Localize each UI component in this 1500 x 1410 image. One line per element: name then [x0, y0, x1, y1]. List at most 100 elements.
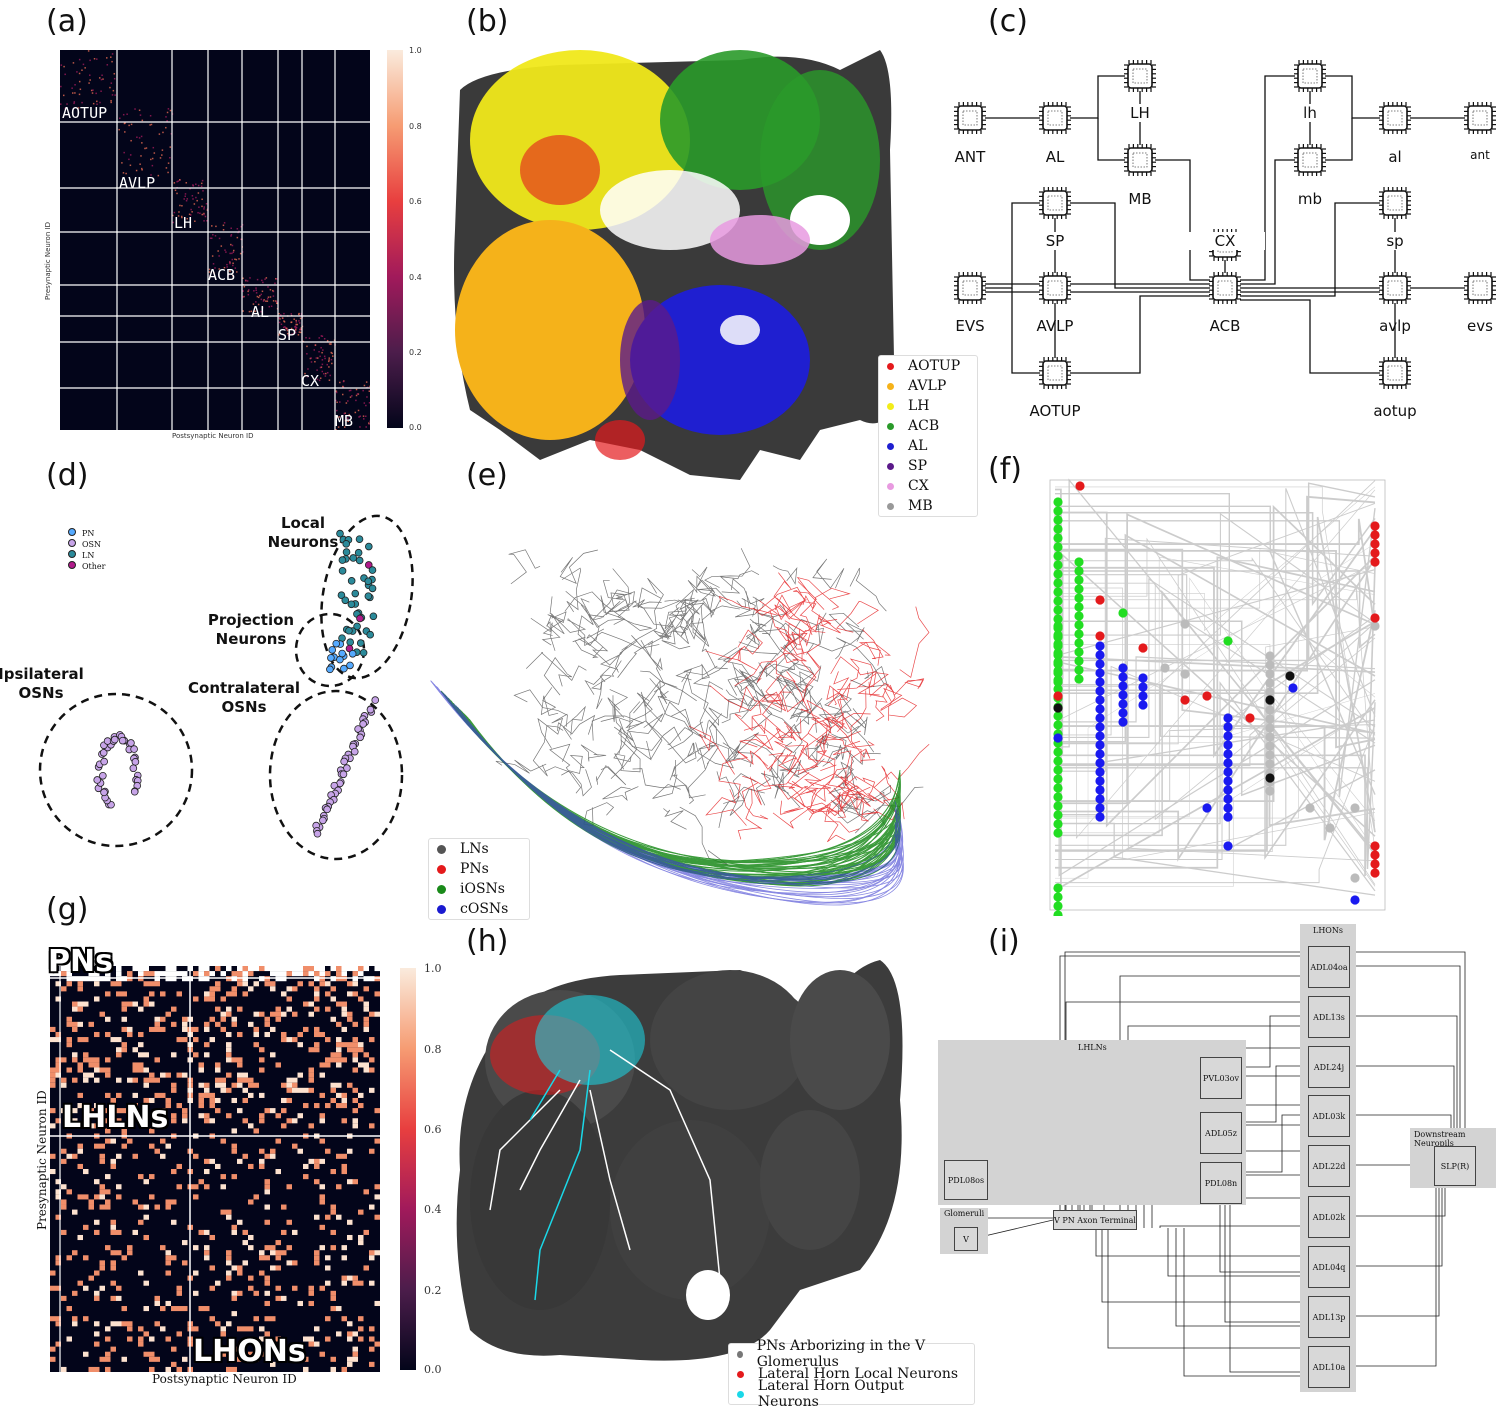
- heatmap-cell: [298, 1113, 304, 1118]
- heatmap-cell: [329, 375, 331, 377]
- heatmap-cell: [320, 1032, 326, 1037]
- heatmap-cell: [72, 1057, 78, 1062]
- chip-label-acb: ACB: [1185, 317, 1265, 335]
- heatmap-cell: [358, 1235, 364, 1240]
- network-node: [1074, 557, 1083, 566]
- heatmap-cell: [243, 1088, 249, 1093]
- heatmap-cell: [155, 1057, 161, 1062]
- legend-b-marker: [887, 503, 894, 510]
- group-lhlns-label: LHLNs: [1078, 1043, 1107, 1052]
- legend-b-label: MB: [908, 498, 933, 514]
- heatmap-cell: [327, 364, 329, 366]
- heatmap-cell: [259, 1250, 265, 1255]
- heatmap-cell: [270, 289, 272, 291]
- scatter-point-ln: [346, 627, 353, 634]
- network-node: [1265, 759, 1274, 768]
- heatmap-cell: [204, 1250, 210, 1255]
- heatmap-cell: [94, 981, 100, 986]
- heatmap-cell: [215, 1068, 221, 1073]
- heatmap-cell: [325, 1336, 331, 1341]
- heatmap-cell: [226, 991, 232, 996]
- heatmap-cell: [100, 1144, 106, 1149]
- heatmap-cell: [105, 1073, 111, 1078]
- heatmap-cell: [160, 157, 162, 159]
- heatmap-cell: [210, 1159, 216, 1164]
- heatmap-cell: [375, 1250, 381, 1255]
- flow-node-v-pn-axon-terminal: V PN Axon Terminal: [1053, 1210, 1137, 1230]
- heatmap-cell: [204, 1118, 210, 1123]
- network-node: [1223, 740, 1232, 749]
- brain-render-b: [440, 30, 900, 490]
- heatmap-cell: [342, 1255, 348, 1260]
- heatmap-cell: [292, 986, 298, 991]
- heatmap-cell: [61, 1199, 67, 1204]
- heatmap-cell: [353, 966, 359, 971]
- heatmap-cell: [78, 1144, 84, 1149]
- heatmap-cell: [229, 253, 231, 255]
- chip-label-ant: ant: [1440, 148, 1500, 162]
- heatmap-cell: [319, 380, 321, 382]
- heatmap-cell: [107, 64, 109, 66]
- heatmap-cell: [248, 294, 250, 296]
- heatmap-cell: [210, 1316, 216, 1321]
- scatter-point-ln: [339, 557, 346, 564]
- heatmap-cell: [150, 115, 152, 117]
- heatmap-cell: [168, 162, 170, 164]
- network-node: [1095, 812, 1104, 821]
- heatmap-cell: [133, 1093, 139, 1098]
- heatmap-cell: [287, 1098, 293, 1103]
- heatmap-cell: [287, 1118, 293, 1123]
- heatmap-cell: [369, 1336, 375, 1341]
- heatmap-cell: [303, 1103, 309, 1108]
- heatmap-cell: [365, 416, 367, 418]
- chip-icon: [1209, 272, 1241, 304]
- heatmap-cell: [101, 79, 103, 81]
- heatmap-cell: [105, 1357, 111, 1362]
- heatmap-cell: [193, 1184, 199, 1189]
- heatmap-cell: [281, 966, 287, 971]
- heatmap-cell: [187, 198, 189, 200]
- heatmap-cell: [292, 971, 298, 976]
- network-node: [1053, 675, 1062, 684]
- heatmap-cell: [78, 986, 84, 991]
- heatmap-cell: [83, 1078, 89, 1083]
- heatmap-cell: [331, 1205, 337, 1210]
- heatmap-cell: [128, 125, 130, 127]
- heatmap-cell: [358, 1042, 364, 1047]
- heatmap-cell: [248, 1123, 254, 1128]
- heatmap-cell: [369, 1281, 375, 1286]
- heatmap-cell: [298, 966, 304, 971]
- legend-d-marker: [68, 539, 76, 547]
- heatmap-cell: [242, 310, 244, 312]
- cbar-a-tick: 0.8: [409, 122, 422, 131]
- heatmap-cell: [149, 1002, 155, 1007]
- heatmap-cell: [78, 1068, 84, 1073]
- heatmap-cell: [166, 1260, 172, 1265]
- heatmap-cell: [83, 1352, 89, 1357]
- heatmap-cell: [331, 1230, 337, 1235]
- heatmap-cell: [325, 1062, 331, 1067]
- heatmap-cell: [314, 1215, 320, 1220]
- heatmap-cell: [331, 1169, 337, 1174]
- heatmap-cell: [133, 1002, 139, 1007]
- heatmap-cell: [243, 991, 249, 996]
- heatmap-cell: [369, 1068, 375, 1073]
- network-node: [1074, 575, 1083, 584]
- heatmap-cell: [89, 1057, 95, 1062]
- heatmap-cell: [210, 996, 216, 1001]
- scatter-point-ln: [342, 597, 349, 604]
- chip-icon: [1124, 60, 1156, 92]
- heatmap-cell: [171, 1347, 177, 1352]
- heatmap-cell: [138, 1205, 144, 1210]
- heatmap-cell: [116, 971, 122, 976]
- heatmap-cell: [89, 1276, 95, 1281]
- heatmap-cell: [336, 402, 338, 404]
- heatmap-cell: [111, 82, 113, 84]
- heatmap-cell: [309, 1078, 315, 1083]
- heatmap-cell: [276, 1296, 282, 1301]
- flow-node-slp-r: SLP(R): [1434, 1146, 1476, 1186]
- heatmap-cell: [105, 991, 111, 996]
- network-node: [1053, 621, 1062, 630]
- network-node: [1095, 758, 1104, 767]
- heatmap-cell: [201, 199, 203, 201]
